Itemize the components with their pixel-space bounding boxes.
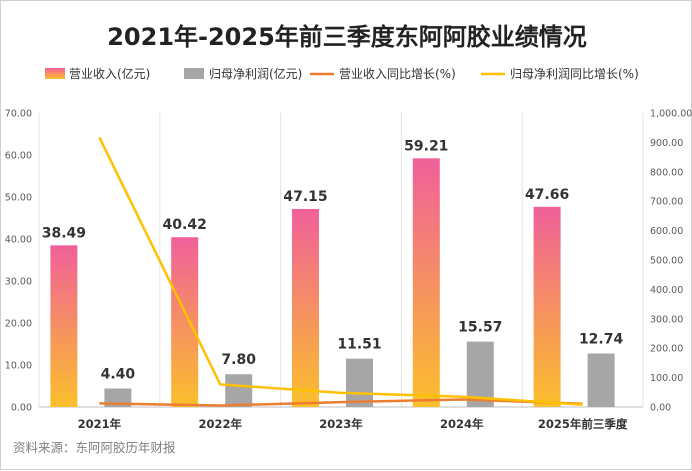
bar-revenue [50, 245, 78, 407]
data-label-net-profit: 12.74 [579, 331, 624, 347]
data-label-net-profit: 11.51 [337, 337, 381, 353]
left-tick-label: 70.00 [5, 109, 32, 120]
data-label-revenue: 38.49 [42, 225, 86, 241]
legend-swatch-revenue [45, 68, 65, 79]
right-tick-label: 100.00 [650, 373, 683, 384]
right-tick-label: 600.00 [650, 226, 683, 237]
right-tick-label: 1,000.00 [650, 109, 692, 120]
category-label: 2025年前三季度 [538, 417, 628, 431]
left-tick-label: 40.00 [5, 235, 32, 246]
bars-layer [50, 158, 615, 407]
right-tick-label: 0.00 [650, 403, 671, 414]
category-label: 2024年 [440, 417, 484, 431]
source-note: 资料来源：东阿阿胶历年财报 [13, 440, 176, 455]
legend-label-profit-growth: 归母净利润同比增长(%) [510, 67, 639, 81]
left-axis: 0.00 10.00 20.00 30.00 40.00 50.00 60.00 70.00 [5, 109, 32, 414]
legend-swatch-profit [184, 68, 204, 79]
data-label-revenue: 59.21 [404, 138, 448, 154]
bar-revenue [292, 208, 319, 407]
category-label: 2021年 [78, 417, 122, 431]
bar-net-profit [587, 353, 615, 407]
line-revenue-growth [99, 398, 583, 407]
data-label-revenue: 47.15 [283, 189, 327, 205]
legend-label-revenue: 营业收入(亿元) [69, 66, 150, 81]
data-label-revenue: 40.42 [163, 217, 207, 233]
bar-net-profit [225, 374, 253, 407]
category-label: 2022年 [198, 417, 242, 431]
right-tick-label: 400.00 [650, 285, 683, 296]
bar-revenue [171, 237, 199, 407]
left-tick-label: 10.00 [5, 361, 32, 372]
category-axis: 2021年 2022年 2023年 2024年 2025年前三季度 [78, 417, 628, 431]
right-tick-label: 200.00 [650, 344, 683, 355]
bar-revenue [412, 158, 440, 407]
left-tick-label: 60.00 [5, 151, 32, 162]
right-axis: 0.00 100.00 200.00 300.00 400.00 500.00 600.00… [650, 109, 692, 414]
bar-net-profit [346, 358, 373, 407]
bar-revenue [533, 206, 561, 407]
category-label: 2023年 [319, 417, 363, 431]
left-tick-label: 50.00 [5, 193, 32, 204]
chart-title: 2021年-2025年前三季度东阿阿胶业绩情况 [107, 23, 587, 51]
labels-layer: 38.49 4.40 40.42 7.80 47.15 11.51 59.21 15.57 47… [42, 138, 624, 382]
data-label-net-profit: 15.57 [458, 320, 502, 336]
left-tick-label: 20.00 [5, 319, 32, 330]
legend: 营业收入(亿元) 归母净利润(亿元) 营业收入同比增长(%) 归母净利润同比增长… [45, 66, 639, 81]
data-label-net-profit: 4.40 [101, 367, 136, 383]
left-tick-label: 30.00 [5, 277, 32, 288]
data-label-revenue: 47.66 [525, 187, 569, 203]
data-label-net-profit: 7.80 [221, 352, 256, 368]
right-tick-label: 900.00 [650, 138, 683, 149]
right-tick-label: 500.00 [650, 256, 683, 267]
line-profit-growth [98, 136, 583, 406]
right-tick-label: 700.00 [650, 197, 683, 208]
legend-label-profit: 归母净利润(亿元) [209, 66, 302, 81]
lines-layer [98, 136, 583, 407]
left-tick-label: 0.00 [11, 403, 32, 414]
right-tick-label: 800.00 [650, 167, 683, 178]
legend-label-revenue-growth: 营业收入同比增长(%) [339, 67, 456, 81]
right-tick-label: 300.00 [650, 314, 683, 325]
